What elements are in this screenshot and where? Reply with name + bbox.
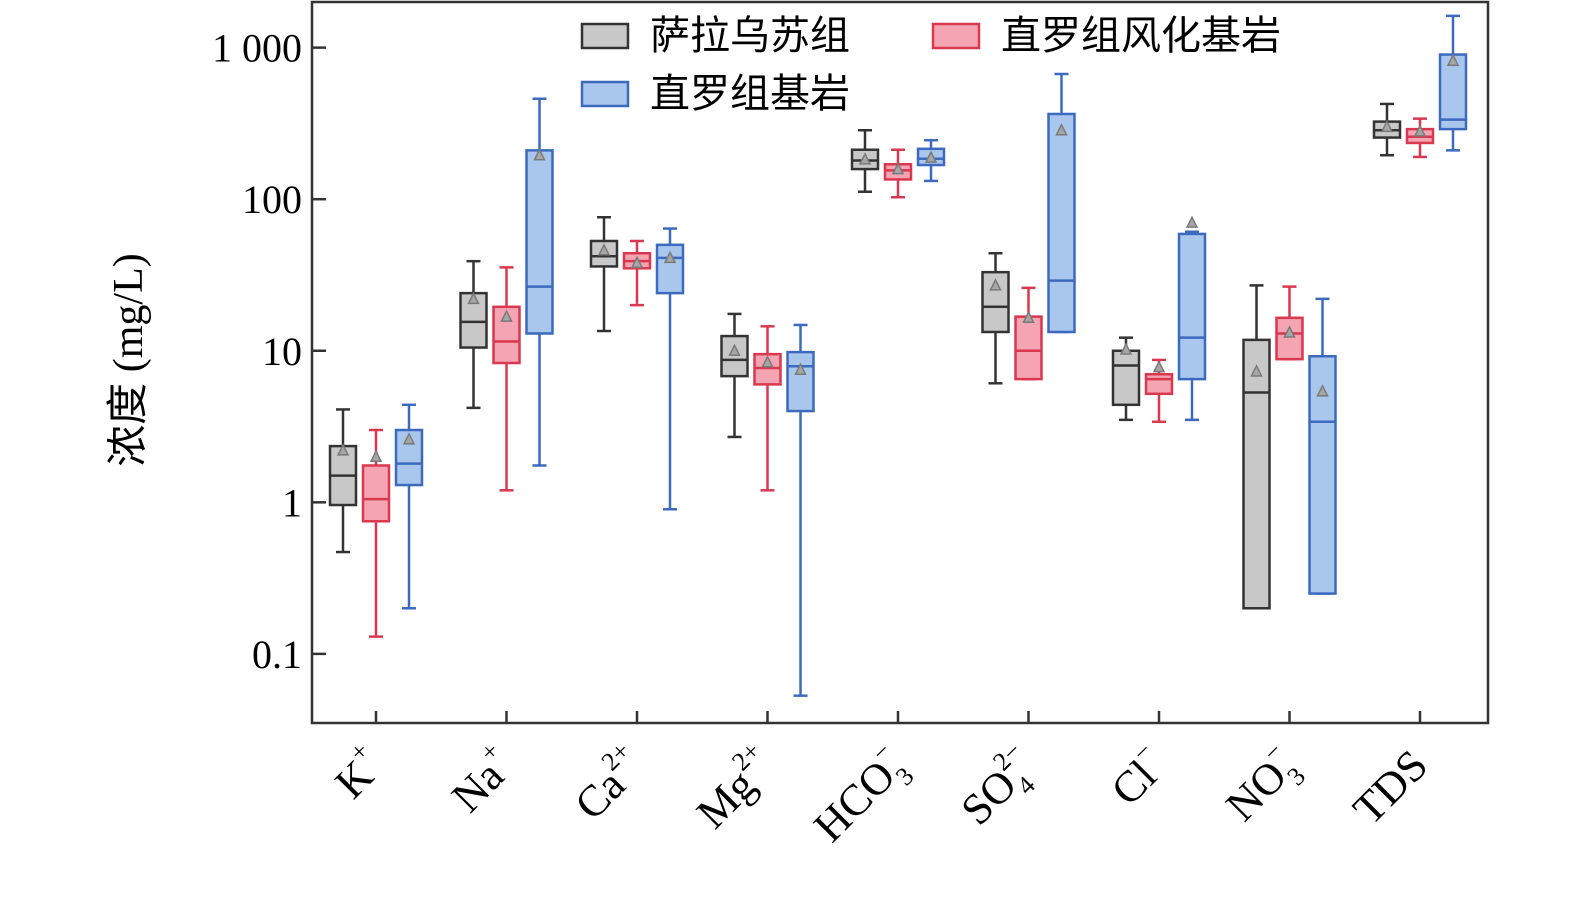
box-iqr [1438,53,1468,131]
box-iqr [720,334,749,378]
x-tick-label: Mg2+ [683,736,785,838]
box-0-0 [328,408,358,554]
box-1-8 [1405,117,1435,159]
box-2-4 [916,138,946,183]
box-0-6 [1111,336,1141,422]
box-iqr [361,464,391,523]
y-tick-label: 1 [282,480,302,525]
mean-marker [369,449,383,462]
mean-marker [1119,342,1133,355]
box-1-7 [1275,285,1304,361]
legend-swatch [580,80,630,108]
box-2-7 [1308,297,1337,595]
mean-marker [663,250,677,264]
mean-marker [728,343,741,357]
legend-label: 直罗组风化基岩 [1001,13,1281,59]
box-iqr [1014,315,1043,381]
mean-marker [1185,215,1199,228]
box-1-5 [1014,286,1043,381]
mean-marker [1316,384,1329,397]
legend-item-1: 直罗组风化基岩 [931,13,1281,59]
mean-marker [1380,119,1394,133]
box-iqr [1047,112,1076,334]
box-series-layer [328,14,1468,697]
box-iqr [525,149,554,335]
box-1-0 [361,428,391,638]
box-1-4 [883,148,913,199]
x-tick-label: HCO3− [800,736,921,857]
legend-swatch [580,22,630,50]
box-iqr [1177,232,1207,381]
x-tick-label: TDS [1344,740,1437,833]
box-2-0 [394,403,424,610]
y-tick-label: 1 000 [212,26,302,71]
box-iqr [1144,372,1174,396]
x-tick-label: Ca2+ [561,736,654,829]
mean-marker [924,150,938,163]
mean-marker [597,243,611,256]
legend-swatch [931,22,981,50]
box-0-3 [720,312,749,439]
box-2-2 [655,227,685,511]
box-0-5 [981,251,1010,385]
mean-marker [989,278,1002,291]
mean-marker [1055,123,1068,136]
box-2-1 [525,97,554,467]
y-tick-label: 0.1 [252,632,302,677]
legend-item-0: 萨拉乌苏组 [580,13,850,59]
mean-marker [858,152,872,165]
mean-marker [1152,359,1166,373]
box-iqr [1275,316,1304,361]
mean-marker [467,291,480,305]
plot-frame [310,0,1490,725]
mean-marker [500,309,513,322]
box-iqr [786,350,815,413]
mean-marker [1022,310,1035,324]
box-1-2 [622,239,652,307]
mean-marker [402,432,416,445]
box-2-8 [1438,14,1468,152]
box-0-8 [1372,102,1402,157]
mean-marker [1413,124,1427,137]
mean-marker [794,362,807,375]
legend-label: 直罗组基岩 [650,71,850,117]
box-0-2 [589,216,619,333]
box-1-6 [1144,358,1174,424]
box-0-1 [459,259,488,410]
axes: 0.1 1 10 100 1 000 K+ Na+ Ca2+ Mg2+ HCO3−SO42− Cl−… [212,0,1490,857]
x-tick-label: Cl− [1097,736,1176,815]
mean-marker [533,148,546,161]
mean-marker [891,161,905,175]
box-iqr [1242,338,1271,610]
x-tick-label: Na+ [438,736,524,822]
x-tick-label: NO3− [1212,736,1312,836]
x-tick-label: K+ [321,736,393,808]
mean-marker [630,255,644,269]
mean-marker [336,443,350,456]
box-2-3 [786,323,815,697]
mean-marker [1283,325,1296,338]
y-tick-label: 10 [262,329,302,374]
mean-marker [761,355,774,368]
box-1-3 [753,325,782,492]
x-tick-label: SO42− [947,736,1051,840]
legend-label: 萨拉乌苏组 [650,13,850,59]
box-iqr [655,243,685,295]
mean-marker [1250,364,1263,377]
box-2-5 [1047,72,1076,334]
box-iqr [1111,349,1141,407]
y-tick-label: 100 [242,177,302,222]
legend-item-2: 直罗组基岩 [580,71,850,117]
y-axis-label: 浓度 (mg/L) [106,253,152,466]
box-0-7 [1242,284,1271,610]
box-1-1 [492,266,521,492]
mean-marker [1446,53,1460,66]
box-0-4 [850,129,880,193]
box-2-6 [1177,215,1207,422]
